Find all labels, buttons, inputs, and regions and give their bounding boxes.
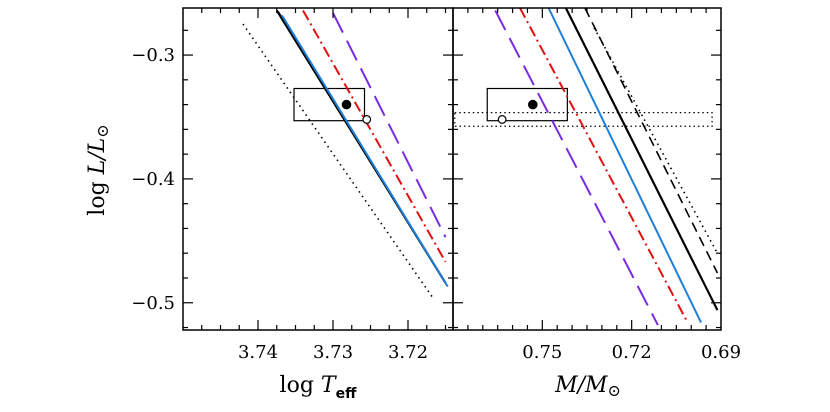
left-plot-area (242, 9, 449, 298)
series-line-solid (547, 8, 702, 324)
x-tick-label: 3.74 (238, 342, 278, 363)
open-point (497, 115, 507, 124)
error-box (486, 87, 568, 122)
right-plot-frame (452, 7, 722, 331)
series-line-dotted (242, 23, 433, 298)
dotted-band (454, 112, 713, 127)
filled-point (341, 99, 352, 110)
series-line-longdash (332, 12, 447, 238)
right-plot-area (454, 8, 719, 326)
series-line-dashdot (302, 9, 447, 263)
left-tick-marks (183, 8, 453, 330)
x-tick-label: 0.69 (701, 342, 741, 363)
right-tick-marks (453, 8, 721, 330)
right-x-axis-title: M/M⊙ (554, 373, 621, 400)
series-line-dashdot (519, 8, 689, 324)
series-line-solid (564, 8, 719, 311)
y-axis-title: log L/L⊙ (85, 124, 112, 215)
left-plot-frame (182, 7, 454, 331)
error-box (293, 87, 366, 122)
left-panel (182, 7, 454, 331)
filled-point (528, 99, 538, 110)
y-tick-label: −0.3 (131, 45, 175, 66)
right-panel (452, 7, 722, 331)
x-tick-label: 3.73 (313, 342, 353, 363)
tick-labels: 3.74 3.73 3.72 −0.3 −0.4 −0.5 0.75 0.72 0.69 (131, 45, 741, 363)
series-line-longdash (494, 10, 659, 326)
open-point (362, 115, 372, 124)
x-tick-label: 0.72 (612, 342, 652, 363)
series-line-solid (281, 14, 449, 288)
y-tick-label: −0.5 (131, 293, 175, 314)
x-tick-label: 3.72 (388, 342, 428, 363)
left-x-axis-title: log Teff (280, 373, 358, 402)
y-tick-label: −0.4 (131, 169, 175, 190)
x-tick-label: 0.75 (522, 342, 562, 363)
